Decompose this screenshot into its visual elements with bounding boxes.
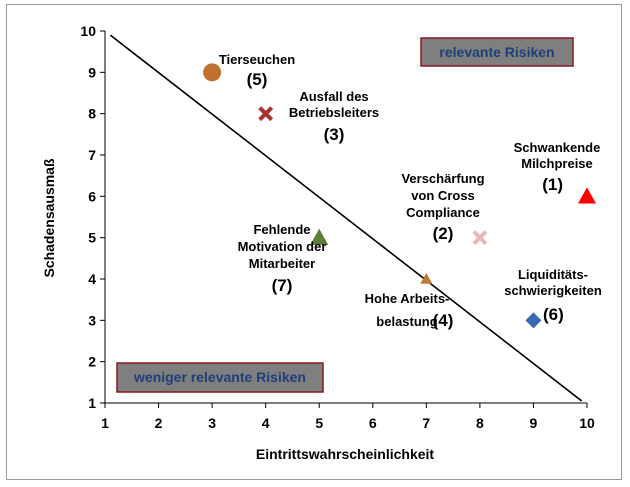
y-tick-label: 7 — [88, 147, 96, 163]
label-ausfall: Ausfall des — [299, 89, 368, 104]
x-tick-label: 10 — [579, 415, 595, 431]
y-tick-label: 1 — [88, 395, 96, 411]
label-ausfall: Betriebsleiters — [289, 105, 379, 120]
label-motivation: Fehlende — [253, 222, 310, 237]
x-tick-label: 2 — [155, 415, 163, 431]
region-box-lower: weniger relevante Risiken — [116, 362, 324, 393]
point-liquiditaet — [525, 312, 542, 329]
y-tick-label: 8 — [88, 106, 96, 122]
point-ausfall — [258, 106, 274, 122]
point-arbeitsbelastung — [420, 273, 433, 284]
label-arbeitsbelastung: belastung — [376, 314, 437, 329]
y-axis-title: Schadensausmaß — [41, 158, 57, 277]
point-motivation — [310, 228, 329, 245]
x-axis-title: Eintrittswahrscheinlichkeit — [256, 446, 434, 462]
label-cross: Compliance — [406, 205, 480, 220]
label-motivation: Mitarbeiter — [249, 256, 315, 271]
point-milchpreise — [578, 187, 596, 204]
number-liquiditaet: (6) — [543, 305, 564, 324]
y-tick-label: 9 — [88, 64, 96, 80]
x-tick-label: 8 — [476, 415, 484, 431]
number-arbeitsbelastung: (4) — [433, 311, 454, 330]
y-tick-label: 2 — [88, 354, 96, 370]
x-tick-label: 7 — [422, 415, 430, 431]
x-tick-label: 3 — [208, 415, 216, 431]
label-cross: von Cross — [411, 188, 475, 203]
number-tierseuchen: (5) — [247, 70, 268, 89]
y-tick-label: 10 — [80, 23, 96, 39]
y-tick-label: 4 — [88, 271, 96, 287]
region-box-upper: relevante Risiken — [420, 37, 574, 67]
label-tierseuchen: Tierseuchen — [219, 52, 295, 67]
label-milchpreise: Schwankende — [514, 140, 601, 155]
label-milchpreise: Milchpreise — [521, 156, 593, 171]
x-tick-label: 1 — [101, 415, 109, 431]
label-cross: Verschärfung — [401, 171, 484, 186]
point-cross — [472, 230, 488, 246]
point-tierseuchen — [203, 63, 222, 82]
x-tick-label: 4 — [262, 415, 270, 431]
number-ausfall: (3) — [324, 125, 345, 144]
label-liquiditaet: schwierigkeiten — [504, 283, 602, 298]
y-tick-label: 3 — [88, 312, 96, 328]
number-cross: (2) — [433, 224, 454, 243]
separator-line — [109, 34, 583, 402]
number-milchpreise: (1) — [542, 175, 563, 194]
number-motivation: (7) — [272, 276, 293, 295]
label-motivation: Motivation der — [238, 239, 327, 254]
y-tick-label: 6 — [88, 188, 96, 204]
x-tick-label: 5 — [315, 415, 323, 431]
y-tick-label: 5 — [88, 230, 96, 246]
label-arbeitsbelastung: Hohe Arbeits- — [365, 291, 450, 306]
x-tick-label: 9 — [530, 415, 538, 431]
region-label-lower: weniger relevante Risiken — [133, 369, 306, 385]
region-label-upper: relevante Risiken — [439, 44, 554, 60]
x-tick-label: 6 — [369, 415, 377, 431]
label-liquiditaet: Liquiditäts- — [518, 267, 588, 282]
